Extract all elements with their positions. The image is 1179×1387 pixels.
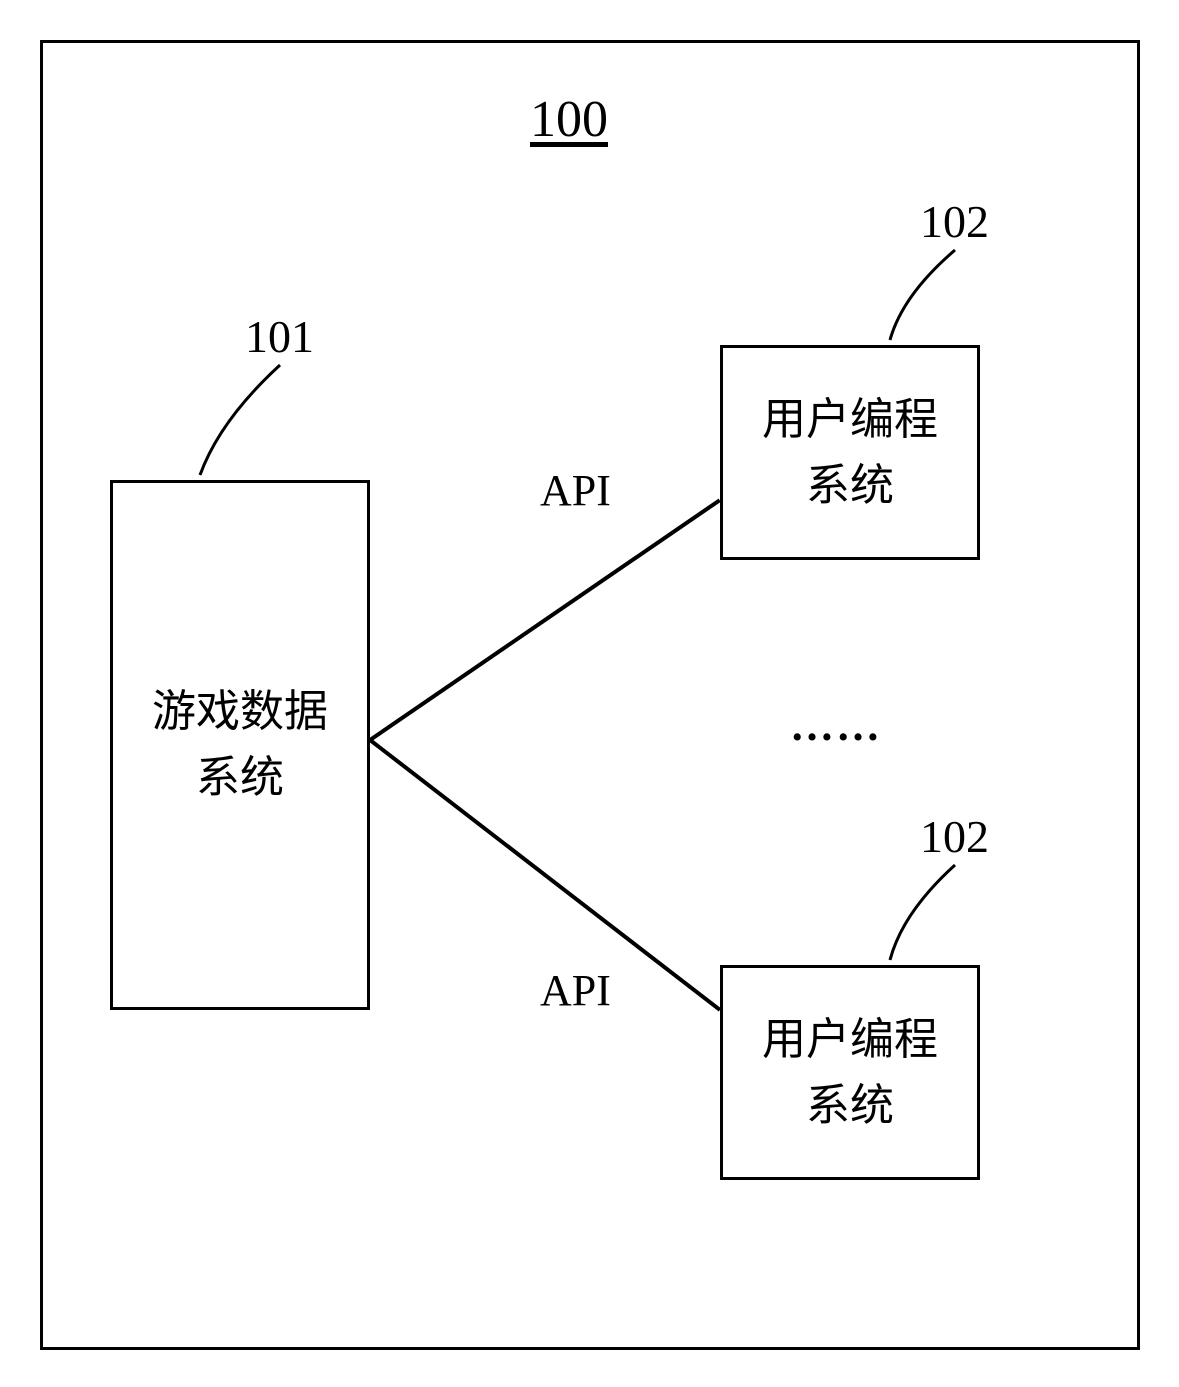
user-programming-system-box-2: 用户编程 系统 xyxy=(720,965,980,1180)
user-programming-system-label-2: 用户编程 系统 xyxy=(762,1007,938,1139)
api-label-bottom: API xyxy=(540,965,611,1016)
diagram-container: 100 101 游戏数据 系统 102 用户编程 系统 102 用户编程 系统 … xyxy=(0,0,1179,1387)
br-box-line1: 用户编程 xyxy=(762,1015,938,1064)
bottom-right-lead-line xyxy=(0,0,1179,1387)
api-label-top: API xyxy=(540,465,611,516)
ellipsis: …… xyxy=(790,700,882,751)
br-box-line2: 系统 xyxy=(806,1081,894,1130)
